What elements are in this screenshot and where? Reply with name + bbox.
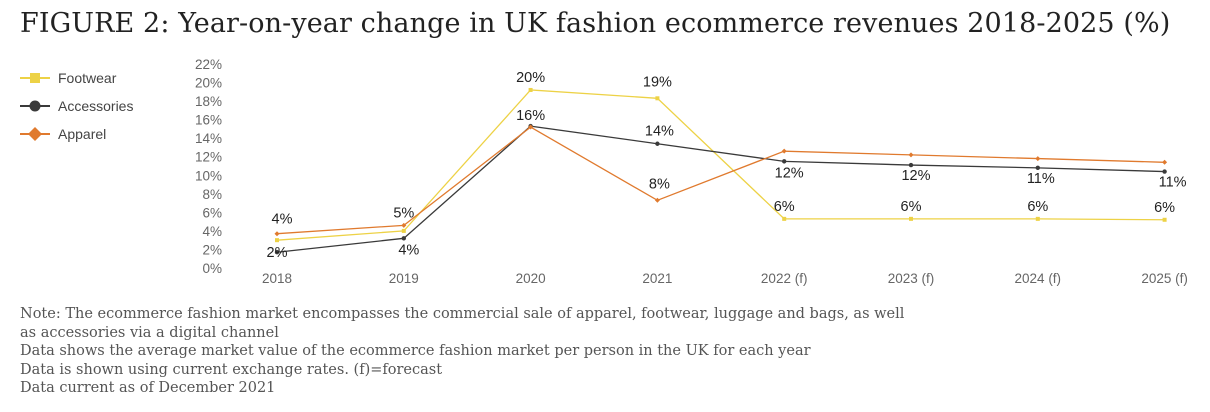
data-point-accessories — [1035, 165, 1041, 171]
data-label: 6% — [901, 199, 922, 215]
data-point-apparel — [401, 222, 407, 228]
data-point-footwear — [909, 216, 913, 221]
y-tick-label: 12% — [195, 150, 222, 165]
data-point-accessories — [655, 141, 660, 146]
data-label: 5% — [393, 205, 414, 221]
legend-marker-square — [20, 73, 50, 83]
y-tick-label: 18% — [195, 94, 222, 109]
x-tick-label: 2023 (f) — [888, 271, 935, 286]
chart-title: FIGURE 2: Year-on-year change in UK fash… — [20, 8, 1171, 39]
x-tick-label: 2025 (f) — [1141, 271, 1188, 286]
data-label: 12% — [901, 168, 930, 184]
note-line: Data current as of December 2021 — [20, 380, 276, 396]
data-point-accessories — [401, 236, 406, 241]
x-tick-label: 2022 (f) — [761, 271, 808, 286]
y-tick-label: 14% — [195, 131, 222, 146]
line-chart: 0% 2% 4% 6% 8% 10% 12% 14% 16% 18% 20% 22% 2018 2019 2… — [195, 57, 1188, 286]
x-tick-label: 2019 — [389, 271, 419, 286]
data-label: 8% — [649, 176, 670, 192]
chart-notes: Note: The ecommerce fashion market encom… — [20, 305, 904, 398]
note-line: Data is shown using current exchange rat… — [20, 361, 443, 378]
series-line-accessories — [276, 125, 1165, 253]
data-point-accessories — [782, 159, 787, 164]
data-point-accessories — [1162, 169, 1167, 174]
data-point-apparel — [528, 124, 534, 130]
note-line: Note: The ecommerce fashion market encom… — [20, 306, 905, 322]
data-point-apparel — [1035, 156, 1041, 162]
y-tick-label: 22% — [195, 57, 222, 72]
data-label: 11% — [1159, 175, 1187, 191]
legend-label-apparel: Apparel — [58, 126, 107, 142]
x-tick-label: 2018 — [262, 271, 292, 286]
data-point-footwear — [528, 87, 533, 92]
data-point-accessories — [908, 162, 914, 168]
y-tick-label: 20% — [195, 76, 222, 91]
data-point-footwear — [1162, 217, 1167, 222]
data-point-footwear — [655, 96, 660, 101]
data-point-footwear — [275, 238, 279, 243]
x-tick-label: 2024 (f) — [1015, 271, 1062, 286]
data-label: 2% — [267, 245, 288, 261]
data-point-apparel — [274, 231, 280, 237]
legend-item-apparel[interactable]: Apparel — [18, 120, 133, 148]
legend-marker-circle — [20, 100, 50, 112]
data-point-accessories — [274, 250, 280, 255]
legend-marker-diamond — [20, 127, 50, 141]
y-tick-label: 4% — [202, 224, 222, 239]
data-label: 20% — [516, 70, 545, 86]
data-label: 4% — [398, 242, 419, 258]
y-tick-label: 10% — [195, 168, 222, 183]
data-point-apparel — [654, 197, 660, 203]
data-label: 12% — [775, 165, 804, 181]
data-label: 16% — [516, 108, 545, 124]
data-label: 6% — [774, 199, 795, 215]
y-tick-label: 0% — [202, 261, 222, 276]
data-point-apparel — [781, 148, 787, 154]
data-label: 11% — [1027, 171, 1055, 187]
x-tick-label: 2020 — [516, 271, 546, 286]
legend-label-accessories: Accessories — [58, 98, 134, 114]
data-label: 19% — [643, 74, 672, 90]
data-label: 14% — [645, 124, 674, 140]
legend-label-footwear: Footwear — [58, 70, 117, 86]
series-line-footwear — [276, 89, 1165, 241]
y-tick-label: 6% — [202, 205, 222, 220]
y-tick-label: 16% — [195, 113, 222, 128]
data-label: 6% — [1154, 200, 1175, 216]
legend-item-accessories[interactable]: Accessories — [18, 92, 133, 120]
data-point-apparel — [908, 152, 914, 158]
series-line-apparel — [276, 126, 1165, 235]
data-point-footwear — [782, 216, 787, 221]
legend-item-footwear[interactable]: Footwear — [18, 64, 133, 92]
data-point-footwear — [401, 228, 406, 233]
y-tick-label: 2% — [202, 242, 222, 257]
note-line: Data shows the average market value of t… — [20, 343, 811, 359]
data-point-apparel — [1162, 159, 1168, 165]
y-tick-label: 8% — [202, 187, 222, 202]
data-label: 6% — [1027, 199, 1048, 215]
note-line: as accessories via a digital channel — [20, 324, 279, 341]
chart-legend: Footwear Accessories Apparel — [18, 64, 133, 148]
data-point-footwear — [1035, 216, 1040, 221]
x-tick-label: 2021 — [642, 271, 672, 286]
data-label: 4% — [272, 212, 293, 228]
